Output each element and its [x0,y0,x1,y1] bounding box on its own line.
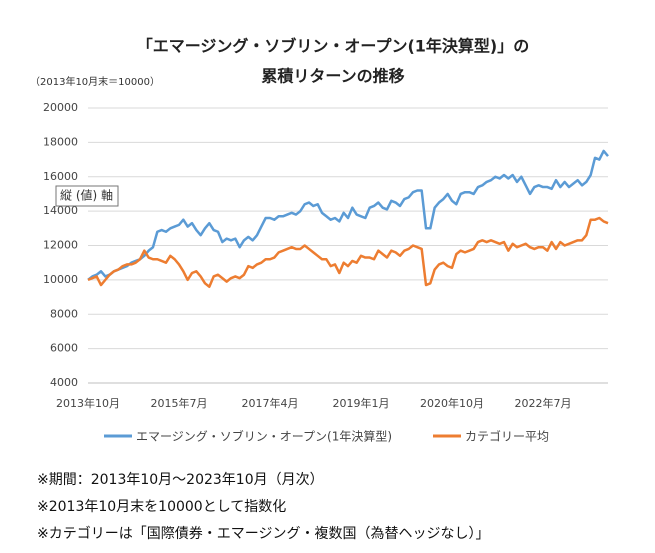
tooltip-box [55,185,119,207]
series-line [87,149,609,281]
y-tick-label: 14000 [43,204,78,217]
tooltip: 縦 (値) 軸 [60,188,113,203]
x-tick-label: 2019年1月 [333,396,390,410]
x-tick-label: 2015年7月 [151,396,208,410]
x-tick-label: 2013年10月 [56,396,120,410]
x-tick-label: 2017年4月 [242,396,299,410]
unit-note: （2013年10月末＝10000） [30,75,160,88]
y-tick-label: 18000 [43,135,78,148]
note: ※カテゴリーは「国際債券・エマージング・複数国（為替ヘッジなし）」 [37,525,489,542]
y-tick-label: 8000 [50,307,78,320]
legend-label: カテゴリー平均 [465,429,549,444]
y-tick-label: 12000 [43,239,78,252]
chart-title: 累積リターンの推移 [261,67,404,86]
y-tick-label: 20000 [43,101,78,114]
note: ※期間：2013年10月～2023年10月（月次） [37,472,324,488]
series-line [87,216,609,288]
note: ※2013年10月末を10000として指数化 [37,499,286,515]
x-tick-label: 2020年10月 [420,396,484,410]
legend-label: エマージング・ソブリン・オープン(1年決算型) [136,429,392,444]
y-tick-label: 4000 [50,376,78,389]
chart-title: 「エマージング・ソブリン・オープン(1年決算型)」の [137,37,529,56]
y-tick-label: 10000 [43,273,78,286]
y-tick-label: 16000 [43,170,78,183]
x-tick-label: 2022年7月 [515,396,572,410]
y-tick-label: 6000 [50,342,78,355]
